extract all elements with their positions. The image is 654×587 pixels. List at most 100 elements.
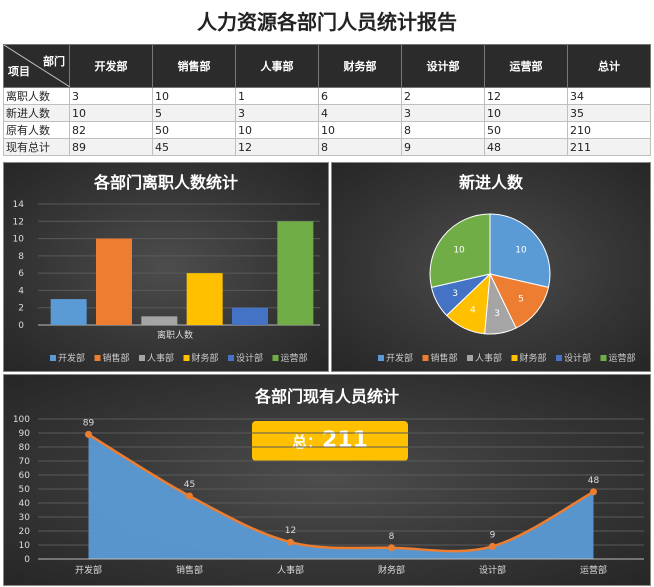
legend-label: 设计部 [236, 352, 263, 364]
pie-slice [429, 213, 491, 288]
x-axis-label: 离职人数 [157, 329, 193, 341]
table-cell: 2 [401, 87, 485, 105]
bar [141, 316, 178, 325]
legend-swatch [139, 355, 145, 361]
table-row: 现有总计 89 45 12 8 9 48 211 [3, 138, 651, 156]
area-chart-title: 各部门现有人员统计 [254, 387, 399, 406]
legend-swatch [556, 355, 562, 361]
pie-data-label: 3 [494, 309, 500, 319]
legend-label: 开发部 [386, 352, 413, 364]
y-tick-label: 70 [19, 457, 31, 467]
y-tick-label: 50 [19, 485, 31, 495]
row-label: 原有人数 [3, 121, 70, 139]
table-cell: 89 [69, 138, 153, 156]
y-tick-label: 30 [19, 513, 31, 523]
col-header: 运营部 [484, 44, 568, 88]
table-cell: 210 [567, 121, 651, 139]
table-cell: 3 [69, 87, 153, 105]
legend-swatch [272, 355, 279, 361]
x-tick-label: 销售部 [176, 564, 203, 576]
table-cell: 8 [318, 138, 402, 156]
diagonal-line [4, 45, 70, 87]
table-cell: 4 [318, 104, 402, 122]
page-title: 人力资源各部门人员统计报告 [197, 10, 457, 34]
y-tick-label: 10 [19, 541, 31, 551]
table-row: 原有人数 82 50 10 10 8 50 210 [3, 121, 651, 139]
table-cell: 211 [567, 138, 651, 156]
table-corner-cell: 部门 项目 [3, 44, 70, 88]
legend-label: 财务部 [520, 352, 547, 364]
series-line [87, 433, 595, 553]
y-tick-label: 6 [18, 269, 24, 279]
table-header-row: 部门 项目 开发部 销售部 人事部 财务部 设计部 运营部 总计 [3, 44, 651, 88]
data-point [85, 430, 92, 438]
legend-swatch [50, 355, 56, 361]
table-cell: 8 [401, 121, 485, 139]
row-label: 新进人数 [3, 104, 70, 122]
legend-label: 销售部 [431, 352, 458, 364]
table-row: 离职人数 3 10 1 6 2 12 34 [3, 87, 651, 105]
data-point [287, 538, 294, 546]
y-tick-label: 0 [18, 321, 24, 331]
table-cell: 10 [152, 87, 236, 105]
pie-data-label: 4 [470, 306, 476, 316]
table-cell: 34 [567, 87, 651, 105]
row-label: 离职人数 [3, 87, 70, 105]
table-cell: 5 [152, 104, 236, 122]
y-tick-label: 0 [24, 555, 30, 565]
data-point [388, 544, 395, 552]
table-cell: 10 [235, 121, 319, 139]
col-header: 销售部 [152, 44, 236, 88]
bar [50, 299, 87, 325]
legend-label: 销售部 [103, 352, 130, 364]
y-tick-label: 10 [13, 235, 25, 245]
bar [232, 307, 268, 325]
legend-swatch [183, 355, 190, 361]
stats-table: 部门 项目 开发部 销售部 人事部 财务部 设计部 运营部 总计 离职人数 3 … [3, 44, 651, 156]
legend-swatch [378, 355, 384, 361]
y-tick-label: 40 [19, 499, 31, 509]
data-label: 48 [588, 476, 600, 486]
pie-data-label: 10 [515, 245, 527, 255]
col-header: 人事部 [235, 44, 319, 88]
y-tick-label: 100 [13, 415, 30, 425]
y-tick-label: 14 [13, 200, 25, 210]
pie-data-label: 3 [452, 289, 458, 299]
data-label: 12 [285, 526, 296, 536]
y-tick-label: 8 [18, 252, 24, 262]
legend-swatch [94, 355, 101, 361]
table-cell: 50 [484, 121, 568, 139]
bar [277, 221, 314, 325]
bar-chart-title: 各部门离职人数统计 [93, 173, 238, 192]
table-cell: 50 [152, 121, 236, 139]
legend-label: 人事部 [475, 352, 502, 364]
pie-chart-title: 新进人数 [458, 173, 523, 192]
legend-label: 人事部 [147, 352, 174, 364]
legend-label: 财务部 [192, 352, 219, 364]
table-cell: 6 [318, 87, 402, 105]
legend-swatch [228, 355, 234, 361]
col-header: 总计 [567, 44, 651, 88]
table-cell: 10 [318, 121, 402, 139]
row-label: 现有总计 [3, 138, 70, 156]
pie-slice [489, 213, 551, 288]
pie-data-label: 10 [453, 245, 465, 255]
legend-label: 运营部 [281, 352, 308, 364]
table-row: 新进人数 10 5 3 4 3 10 35 [3, 104, 651, 122]
pie-slice [489, 273, 550, 329]
x-tick-label: 设计部 [479, 564, 506, 576]
new-hires-pie-chart-panel: 新进人数 10 5 3 4 3 10 开发部 销售部 人事部 财务部 设计部 运营部 [331, 162, 651, 372]
data-point [186, 492, 193, 500]
total-badge-value: 211 [322, 428, 368, 453]
col-header: 开发部 [69, 44, 153, 88]
table-cell: 12 [484, 87, 568, 105]
legend-swatch [422, 355, 429, 361]
area-fill [88, 434, 594, 559]
table-cell: 82 [69, 121, 153, 139]
legend-label: 运营部 [609, 352, 636, 364]
y-tick-label: 12 [13, 217, 24, 227]
legend-swatch [600, 355, 607, 361]
pie-chart-canvas: 10 5 3 4 3 10 开发部 销售部 人事部 财务部 设计部 运营部 [378, 213, 636, 364]
pie-data-label: 5 [518, 295, 524, 305]
